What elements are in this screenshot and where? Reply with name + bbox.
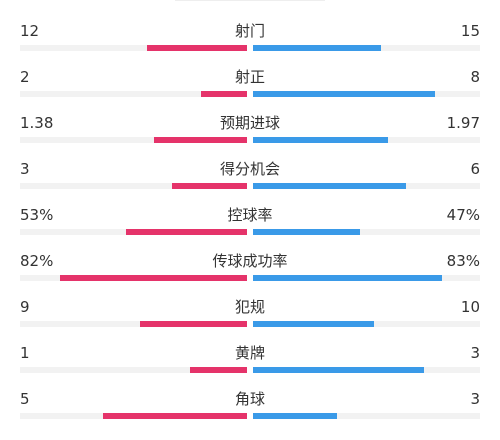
home-bar — [140, 321, 247, 327]
comparison-bar — [20, 275, 480, 281]
away-bar — [253, 91, 435, 97]
stat-row-fouls: 9 犯规 10 — [0, 285, 500, 331]
home-value: 82% — [20, 252, 54, 270]
home-value: 1 — [20, 344, 30, 362]
away-bar — [253, 137, 388, 143]
away-value: 10 — [460, 298, 480, 316]
stat-row-possession: 53% 控球率 47% — [0, 193, 500, 239]
away-value: 83% — [446, 252, 480, 270]
home-value: 1.38 — [20, 114, 54, 132]
comparison-bar — [20, 91, 480, 97]
home-bar — [172, 183, 247, 189]
home-bar — [60, 275, 247, 281]
home-value: 9 — [20, 298, 30, 316]
away-bar — [253, 367, 424, 373]
home-bar — [201, 91, 247, 97]
away-bar — [253, 321, 374, 327]
comparison-bar — [20, 413, 480, 419]
comparison-bar — [20, 137, 480, 143]
away-value: 1.97 — [446, 114, 480, 132]
home-value: 53% — [20, 206, 54, 224]
home-track — [20, 367, 247, 373]
away-value: 15 — [460, 22, 480, 40]
away-value: 3 — [470, 390, 480, 408]
home-track — [20, 137, 247, 143]
home-bar — [103, 413, 247, 419]
stat-label: 射门 — [234, 22, 265, 40]
comparison-bar — [20, 367, 480, 373]
stat-row-shots-on-target: 2 射正 8 — [0, 55, 500, 101]
stat-label: 射正 — [234, 68, 265, 86]
home-bar — [126, 229, 247, 235]
away-track — [253, 229, 480, 235]
away-bar — [253, 275, 442, 281]
away-value: 8 — [470, 68, 480, 86]
stat-row-big-chances: 3 得分机会 6 — [0, 147, 500, 193]
stat-row-yellow-cards: 1 黄牌 3 — [0, 331, 500, 377]
away-bar — [253, 229, 360, 235]
home-track — [20, 45, 247, 51]
stat-label: 传球成功率 — [212, 252, 288, 270]
top-divider — [175, 0, 325, 1]
home-track — [20, 183, 247, 189]
away-value: 6 — [470, 160, 480, 178]
stat-row-shots: 12 射门 15 — [0, 9, 500, 55]
away-bar — [253, 45, 381, 51]
comparison-bar — [20, 229, 480, 235]
stat-label: 角球 — [234, 390, 265, 408]
home-bar — [147, 45, 247, 51]
home-value: 12 — [20, 22, 40, 40]
home-value: 5 — [20, 390, 30, 408]
home-track — [20, 91, 247, 97]
stat-row-expected-goals: 1.38 预期进球 1.97 — [0, 101, 500, 147]
away-track — [253, 413, 480, 419]
away-bar — [253, 413, 337, 419]
home-value: 2 — [20, 68, 30, 86]
stat-row-pass-accuracy: 82% 传球成功率 83% — [0, 239, 500, 285]
away-value: 47% — [446, 206, 480, 224]
home-track — [20, 321, 247, 327]
stat-label: 得分机会 — [219, 160, 280, 178]
match-stats-list: 12 射门 15 2 射正 8 1.38 预期进球 1.97 — [0, 9, 500, 423]
home-bar — [154, 137, 247, 143]
home-bar — [190, 367, 247, 373]
comparison-bar — [20, 321, 480, 327]
stat-label: 预期进球 — [219, 114, 280, 132]
away-value: 3 — [470, 344, 480, 362]
stat-row-corners: 5 角球 3 — [0, 377, 500, 423]
stat-label: 犯规 — [234, 298, 265, 316]
away-bar — [253, 183, 406, 189]
comparison-bar — [20, 45, 480, 51]
stat-label: 黄牌 — [234, 344, 265, 362]
comparison-bar — [20, 183, 480, 189]
home-value: 3 — [20, 160, 30, 178]
stat-label: 控球率 — [227, 206, 273, 224]
